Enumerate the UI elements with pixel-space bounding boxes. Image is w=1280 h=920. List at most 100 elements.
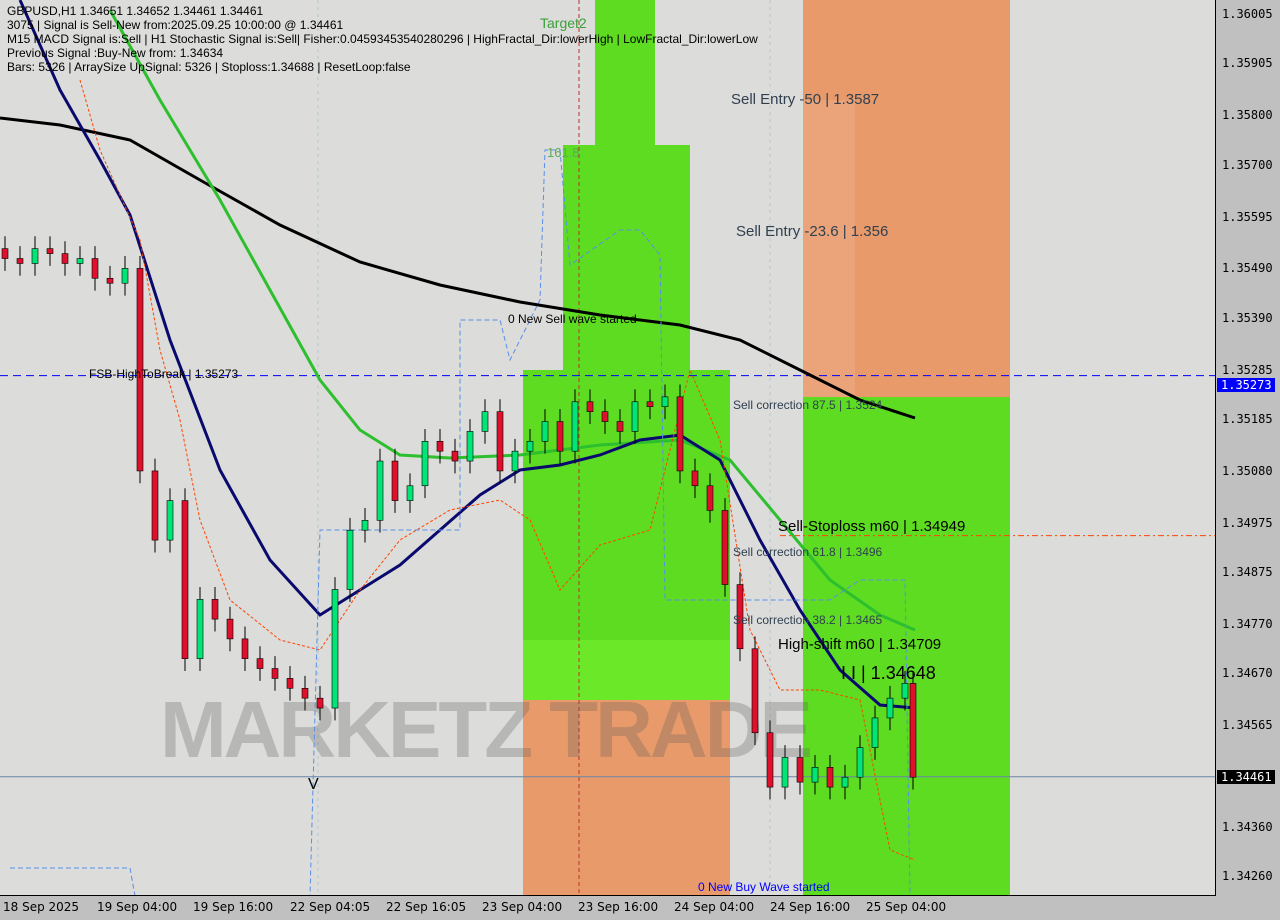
candle — [376, 448, 384, 533]
y-tick-label: 1.35080 — [1222, 463, 1273, 478]
candle-body — [481, 411, 489, 432]
y-tick-label: 1.35595 — [1222, 209, 1273, 224]
candle — [361, 507, 369, 543]
candle-body — [766, 732, 774, 788]
candle — [811, 754, 819, 795]
candle — [391, 448, 399, 513]
y-tick-label: 1.35905 — [1222, 56, 1273, 71]
header-signal: 3075 | Signal is Sell-New from:2025.09.2… — [7, 18, 344, 32]
candle-body — [421, 440, 429, 487]
candle-body — [166, 500, 174, 541]
candle — [511, 438, 519, 484]
candle-body — [91, 258, 99, 279]
v-marker: V — [308, 776, 319, 793]
candle-body — [46, 248, 54, 254]
candle-body — [811, 767, 819, 783]
candle-body — [196, 599, 204, 659]
sell-entry-236-label: Sell Entry -23.6 | 1.356 — [736, 223, 889, 240]
candle — [46, 236, 54, 266]
x-tick-label: 18 Sep 2025 — [3, 900, 80, 914]
candle — [826, 754, 834, 800]
candle — [541, 409, 549, 454]
candle-body — [1, 248, 9, 259]
y-tick-label: 1.34975 — [1222, 515, 1273, 530]
sell-correction-382-label: Sell correction 38.2 | 1.3465 — [733, 613, 883, 627]
candle — [841, 764, 849, 800]
candle-body — [586, 401, 594, 412]
candle — [136, 256, 144, 484]
candle — [736, 572, 744, 662]
chart-plot-area[interactable]: MARKETZ TRADE GBPUSD,H1 1.34651 1.34652 … — [0, 0, 1216, 896]
candle-body — [451, 450, 459, 462]
candle-body — [406, 485, 414, 501]
candle — [571, 389, 579, 464]
candle-body — [466, 431, 474, 462]
candle-body — [181, 500, 189, 659]
candle-body — [271, 668, 279, 679]
y-tick-label: 1.34770 — [1222, 617, 1273, 632]
y-tick-label: 1.34360 — [1222, 819, 1273, 834]
y-tick-label: 1.35700 — [1222, 157, 1273, 172]
sell-stoploss-label: Sell-Stoploss m60 | 1.34949 — [778, 518, 966, 535]
header-indicators: M15 MACD Signal is:Sell | H1 Stochastic … — [7, 32, 758, 46]
ma-navy — [18, 0, 916, 710]
candle-body — [361, 520, 369, 531]
candle — [556, 409, 564, 464]
sell-zone-orange-inner — [803, 100, 855, 397]
candle-body — [676, 396, 684, 472]
candle-body — [511, 450, 519, 472]
x-tick-label: 19 Sep 16:00 — [193, 900, 274, 914]
candle-body — [841, 776, 849, 788]
candle-body — [751, 648, 759, 734]
candle — [706, 473, 714, 523]
candle — [31, 236, 39, 276]
candle — [661, 384, 669, 420]
high-shift-label: High-shift m60 | 1.34709 — [778, 636, 942, 653]
sell-correction-875-label: Sell correction 87.5 | 1.3524 — [733, 398, 883, 412]
x-tick-label: 24 Sep 16:00 — [770, 900, 851, 914]
x-tick-label: 23 Sep 04:00 — [482, 900, 563, 914]
candle — [181, 488, 189, 671]
y-tick-label: 1.35285 — [1222, 362, 1273, 377]
candle — [211, 587, 219, 632]
candle-body — [901, 683, 909, 699]
candle-body — [331, 589, 339, 709]
candle-body — [226, 618, 234, 640]
candle-body — [781, 757, 789, 788]
candle-body — [616, 421, 624, 432]
candle — [526, 428, 534, 464]
candle — [909, 670, 917, 790]
candle — [766, 720, 774, 800]
candle-body — [909, 683, 917, 778]
candle-body — [556, 421, 564, 452]
candle — [646, 389, 654, 420]
candle-body — [646, 401, 654, 408]
candle — [481, 399, 489, 444]
candle — [121, 256, 129, 296]
candle-body — [736, 584, 744, 650]
candle — [901, 670, 909, 711]
candle-body — [541, 421, 549, 442]
x-tick-label: 22 Sep 04:05 — [290, 900, 371, 914]
candle — [751, 636, 759, 746]
candle-body — [256, 658, 264, 669]
zones-layer — [317, 0, 1010, 895]
candle-body — [376, 460, 384, 521]
candle — [496, 399, 504, 484]
y-tick-label: 1.35490 — [1222, 261, 1273, 276]
candle-body — [436, 440, 444, 452]
candle — [61, 241, 69, 276]
ma-green — [108, 9, 916, 632]
candle — [331, 577, 339, 721]
fsb-label: FSB-HighToBreak | 1.35273 — [89, 367, 239, 381]
target-zone-light — [523, 640, 730, 700]
new-buy-wave-label: 0 New Buy Wave started — [698, 880, 830, 894]
candle — [721, 498, 729, 597]
candle — [406, 473, 414, 513]
candle-body — [691, 470, 699, 487]
candle-body — [856, 747, 864, 778]
candle-body — [886, 697, 894, 719]
header-symbol: GBPUSD,H1 1.34651 1.34652 1.34461 1.3446… — [7, 4, 264, 18]
x-tick-label: 19 Sep 04:00 — [97, 900, 178, 914]
buy-zone-orange — [523, 700, 730, 895]
